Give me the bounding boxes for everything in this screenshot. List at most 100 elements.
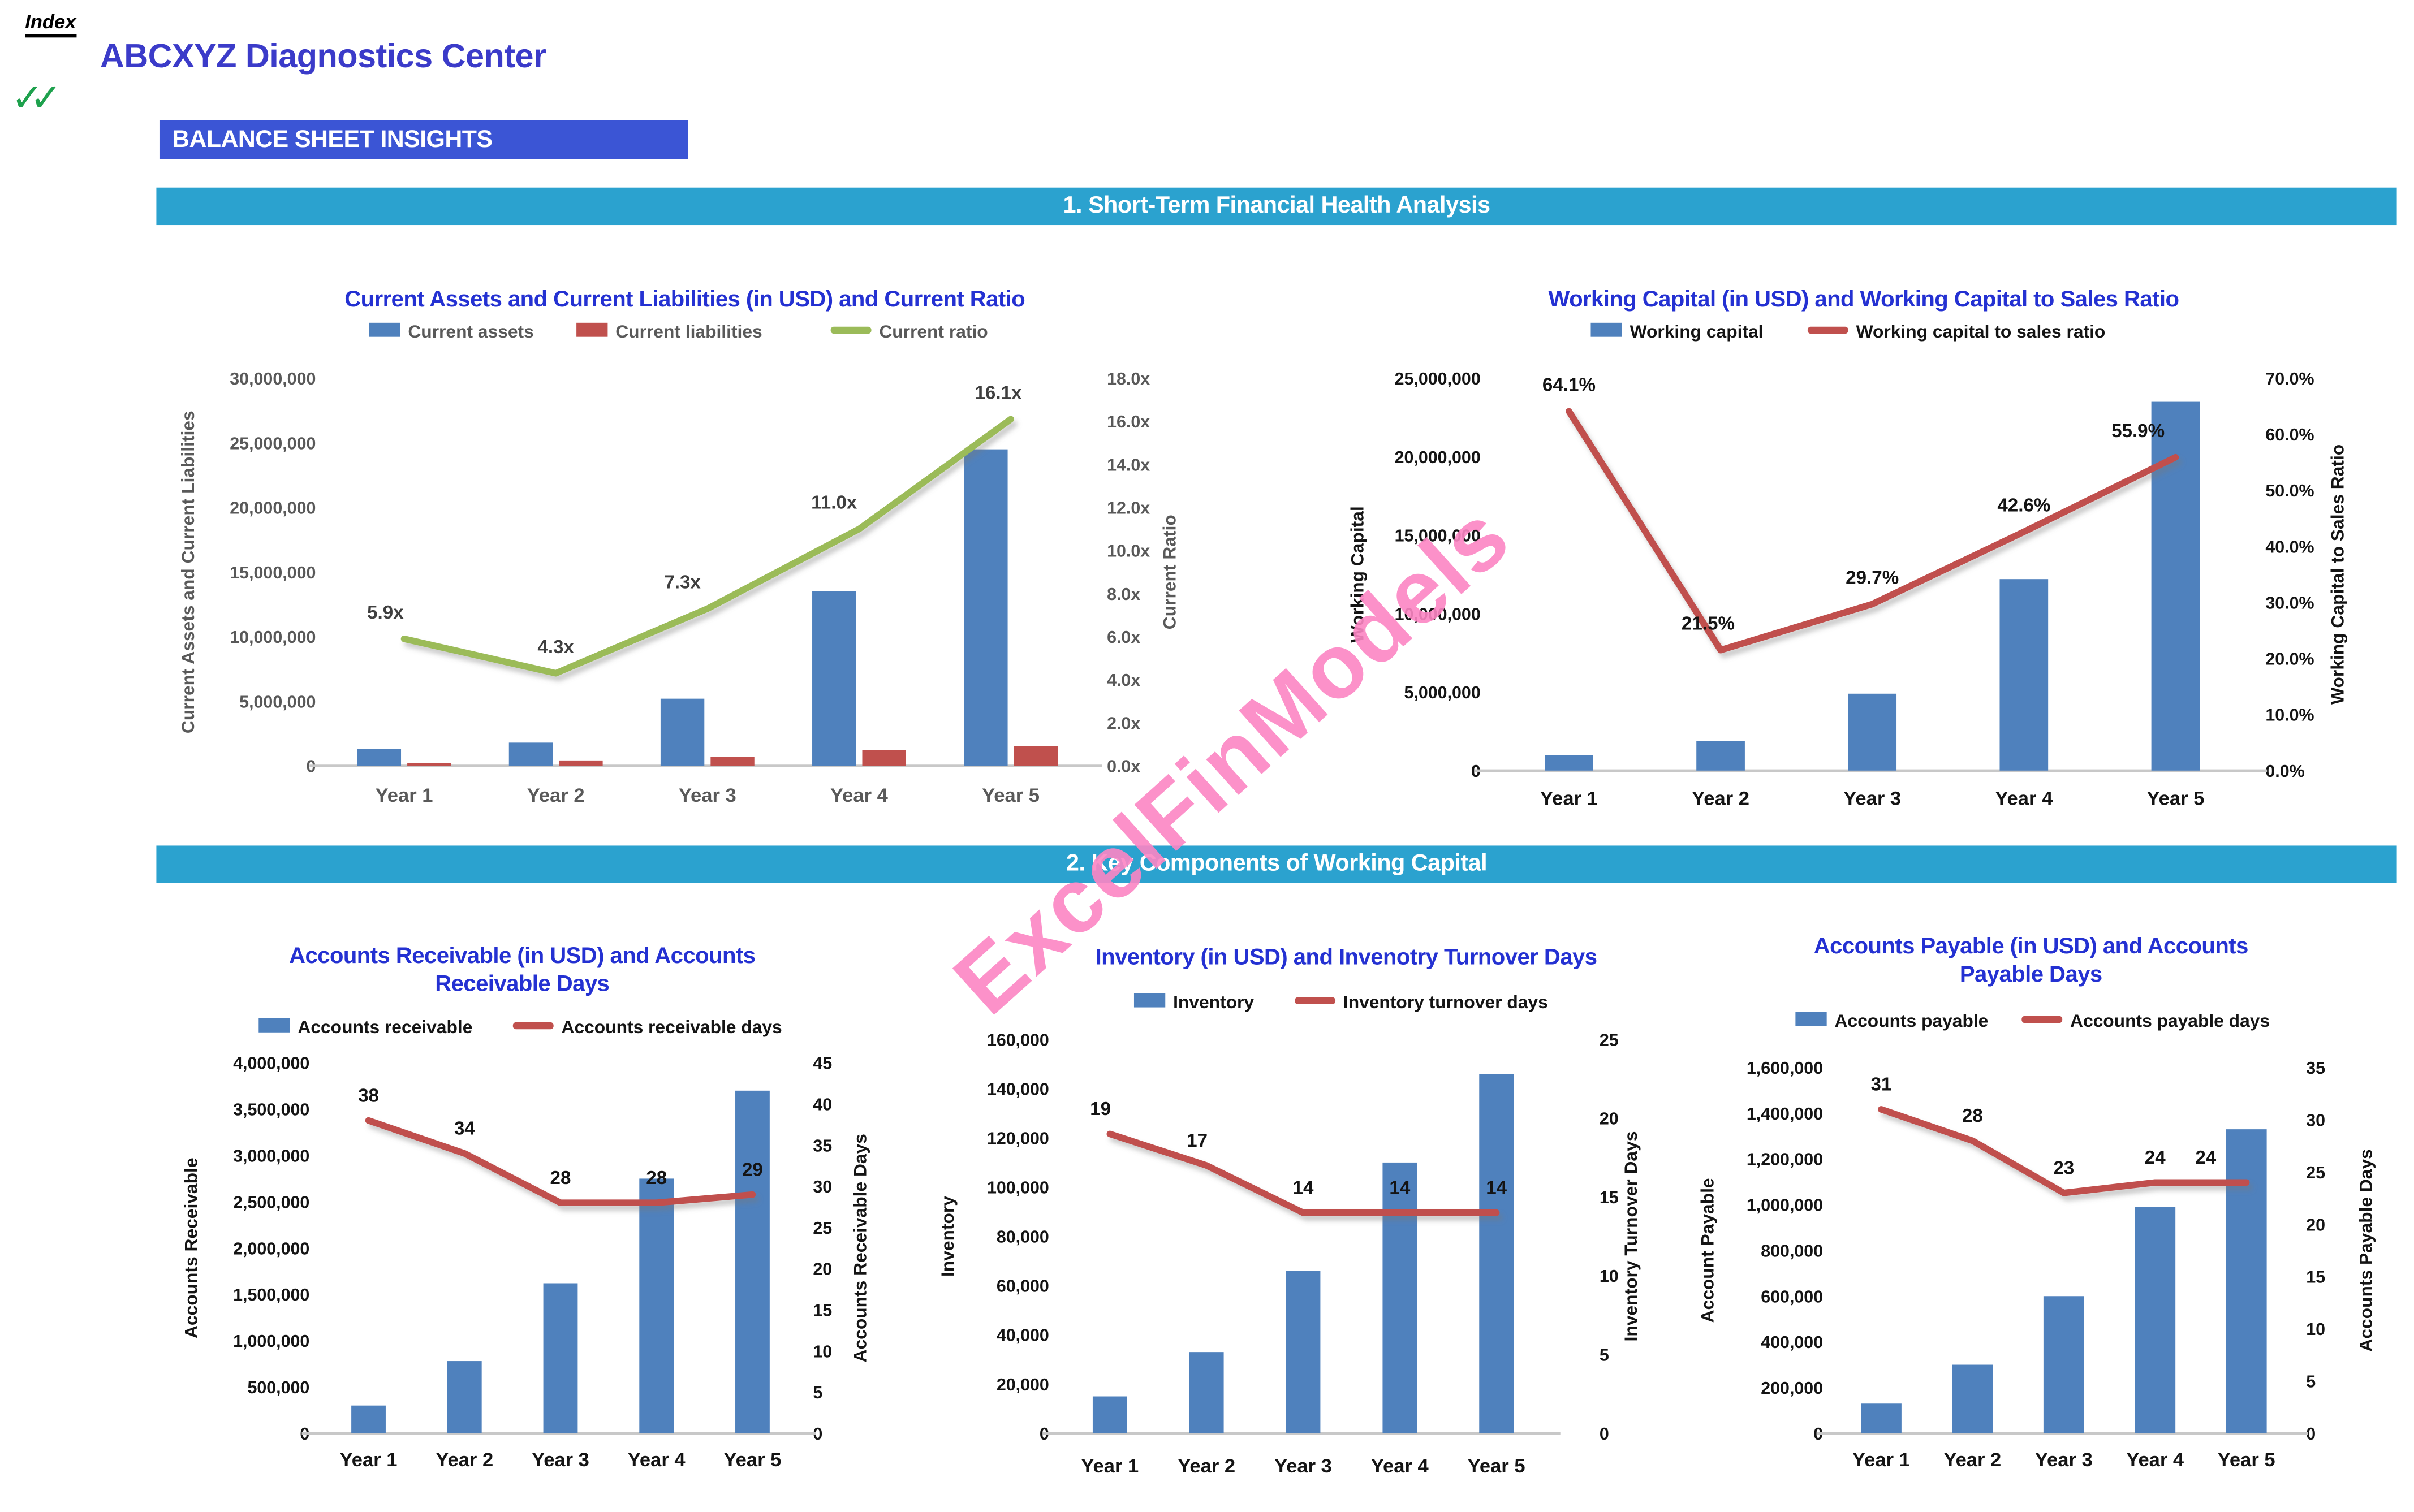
data-label: 28 bbox=[550, 1168, 571, 1189]
right-tick-label: 40.0% bbox=[2265, 537, 2314, 556]
data-label: 29 bbox=[742, 1159, 763, 1180]
left-tick-label: 600,000 bbox=[1761, 1287, 1823, 1306]
bar bbox=[1952, 1364, 1993, 1433]
right-axis-title: Inventory Turnover Days bbox=[1620, 1131, 1641, 1342]
chart-title: Current Assets and Current Liabilities (… bbox=[344, 287, 1025, 312]
section-1-banner: 1. Short-Term Financial Health Analysis bbox=[156, 187, 2397, 226]
legend-line-swatch bbox=[830, 326, 872, 334]
right-tick-label: 2.0x bbox=[1107, 714, 1140, 733]
index-link[interactable]: Index bbox=[25, 11, 76, 38]
chart-title: Payable Days bbox=[1960, 962, 2102, 987]
data-label: 28 bbox=[646, 1168, 667, 1189]
line-series bbox=[1566, 408, 2179, 654]
x-category-label: Year 3 bbox=[2035, 1449, 2093, 1471]
x-category-label: Year 1 bbox=[376, 785, 433, 806]
x-category-label: Year 1 bbox=[1852, 1449, 1910, 1471]
bar bbox=[407, 763, 451, 766]
x-category-label: Year 5 bbox=[2147, 788, 2205, 810]
legend-swatch bbox=[258, 1018, 290, 1033]
data-label: 14 bbox=[1389, 1178, 1410, 1199]
left-tick-label: 5,000,000 bbox=[1404, 683, 1481, 702]
data-label: 21.5% bbox=[1682, 614, 1735, 634]
left-tick-label: 100,000 bbox=[987, 1178, 1049, 1198]
bar bbox=[2135, 1207, 2176, 1433]
bar bbox=[508, 742, 553, 766]
left-tick-label: 800,000 bbox=[1761, 1241, 1823, 1260]
right-axis-title: Working Capital to Sales Ratio bbox=[2327, 444, 2348, 705]
left-tick-label: 30,000,000 bbox=[230, 369, 316, 388]
subtitle-banner: BALANCE SHEET INSIGHTS bbox=[159, 120, 688, 159]
data-label: 38 bbox=[358, 1085, 379, 1106]
left-tick-label: 140,000 bbox=[987, 1079, 1049, 1099]
right-tick-label: 0 bbox=[1600, 1424, 1609, 1444]
right-tick-label: 18.0x bbox=[1107, 369, 1150, 388]
data-label: 31 bbox=[1871, 1074, 1892, 1095]
legend-label: Accounts receivable days bbox=[562, 1017, 782, 1037]
bar bbox=[1861, 1403, 1902, 1433]
chart-title: Receivable Days bbox=[435, 971, 609, 996]
left-tick-label: 2,000,000 bbox=[233, 1239, 309, 1258]
right-tick-label: 20.0% bbox=[2265, 650, 2314, 669]
left-axis-title: Working Capital bbox=[1347, 506, 1367, 642]
x-category-label: Year 5 bbox=[724, 1449, 782, 1471]
right-tick-label: 4.0x bbox=[1107, 671, 1140, 690]
right-tick-label: 8.0x bbox=[1107, 585, 1140, 604]
chart-title: Working Capital (in USD) and Working Cap… bbox=[1549, 287, 2179, 312]
left-tick-label: 200,000 bbox=[1761, 1379, 1823, 1398]
bar bbox=[1286, 1271, 1321, 1433]
left-tick-label: 160,000 bbox=[987, 1030, 1049, 1049]
x-category-label: Year 2 bbox=[1692, 788, 1749, 810]
x-category-label: Year 2 bbox=[436, 1449, 493, 1471]
left-tick-label: 40,000 bbox=[997, 1326, 1049, 1345]
bar bbox=[639, 1178, 674, 1433]
left-tick-label: 1,600,000 bbox=[1747, 1059, 1823, 1078]
legend-label: Working capital bbox=[1630, 321, 1764, 342]
line-series bbox=[1878, 1106, 2250, 1196]
left-tick-label: 10,000,000 bbox=[1395, 604, 1481, 624]
bar bbox=[1014, 746, 1058, 766]
right-tick-label: 10.0% bbox=[2265, 706, 2314, 725]
right-tick-label: 5 bbox=[813, 1383, 822, 1402]
data-label: 4.3x bbox=[537, 637, 574, 658]
legend-label: Accounts receivable bbox=[298, 1017, 472, 1037]
legend-swatch bbox=[1795, 1012, 1827, 1026]
bar bbox=[1545, 755, 1593, 771]
left-tick-label: 400,000 bbox=[1761, 1333, 1823, 1352]
left-tick-label: 2,500,000 bbox=[233, 1193, 309, 1212]
left-tick-label: 60,000 bbox=[997, 1277, 1049, 1296]
right-tick-label: 25 bbox=[813, 1219, 832, 1238]
right-tick-label: 14.0x bbox=[1107, 455, 1150, 474]
data-label: 19 bbox=[1090, 1099, 1111, 1120]
right-tick-label: 15 bbox=[1600, 1188, 1619, 1207]
legend-label: Inventory turnover days bbox=[1343, 992, 1548, 1012]
bar bbox=[357, 749, 402, 766]
chart-title: Accounts Payable (in USD) and Accounts bbox=[1814, 934, 2248, 958]
x-category-label: Year 2 bbox=[1943, 1449, 2001, 1471]
left-axis-title: Inventory bbox=[937, 1196, 958, 1277]
left-tick-label: 1,000,000 bbox=[233, 1332, 309, 1351]
bar bbox=[351, 1405, 386, 1433]
legend-label: Accounts payable days bbox=[2070, 1010, 2270, 1031]
chart-title: Inventory (in USD) and Invenotry Turnove… bbox=[1096, 945, 1597, 970]
bar bbox=[862, 750, 906, 766]
legend-swatch bbox=[576, 322, 608, 337]
data-label: 34 bbox=[454, 1118, 475, 1139]
chart-4: Accounts Payable (in USD) and Accounts Pa… bbox=[1697, 934, 2376, 1471]
x-category-label: Year 5 bbox=[1468, 1455, 1525, 1477]
section-2-banner: 2. Key Components of Working Capital bbox=[156, 845, 2397, 883]
data-label: 23 bbox=[2053, 1158, 2074, 1179]
bar bbox=[735, 1090, 770, 1433]
bar bbox=[964, 449, 1008, 766]
right-tick-label: 10 bbox=[1600, 1267, 1619, 1286]
right-tick-label: 10 bbox=[813, 1342, 832, 1361]
legend-swatch bbox=[1133, 993, 1166, 1008]
bar bbox=[2226, 1129, 2267, 1433]
bar bbox=[1189, 1352, 1224, 1433]
chart-3: Inventory (in USD) and Invenotry Turnove… bbox=[937, 945, 1641, 1477]
right-tick-label: 25 bbox=[1600, 1030, 1619, 1049]
bar bbox=[812, 591, 856, 766]
data-label: 14 bbox=[1293, 1178, 1314, 1199]
left-axis-title: Current Assets and Current Liabilities bbox=[178, 411, 198, 733]
bar bbox=[1848, 693, 1897, 771]
